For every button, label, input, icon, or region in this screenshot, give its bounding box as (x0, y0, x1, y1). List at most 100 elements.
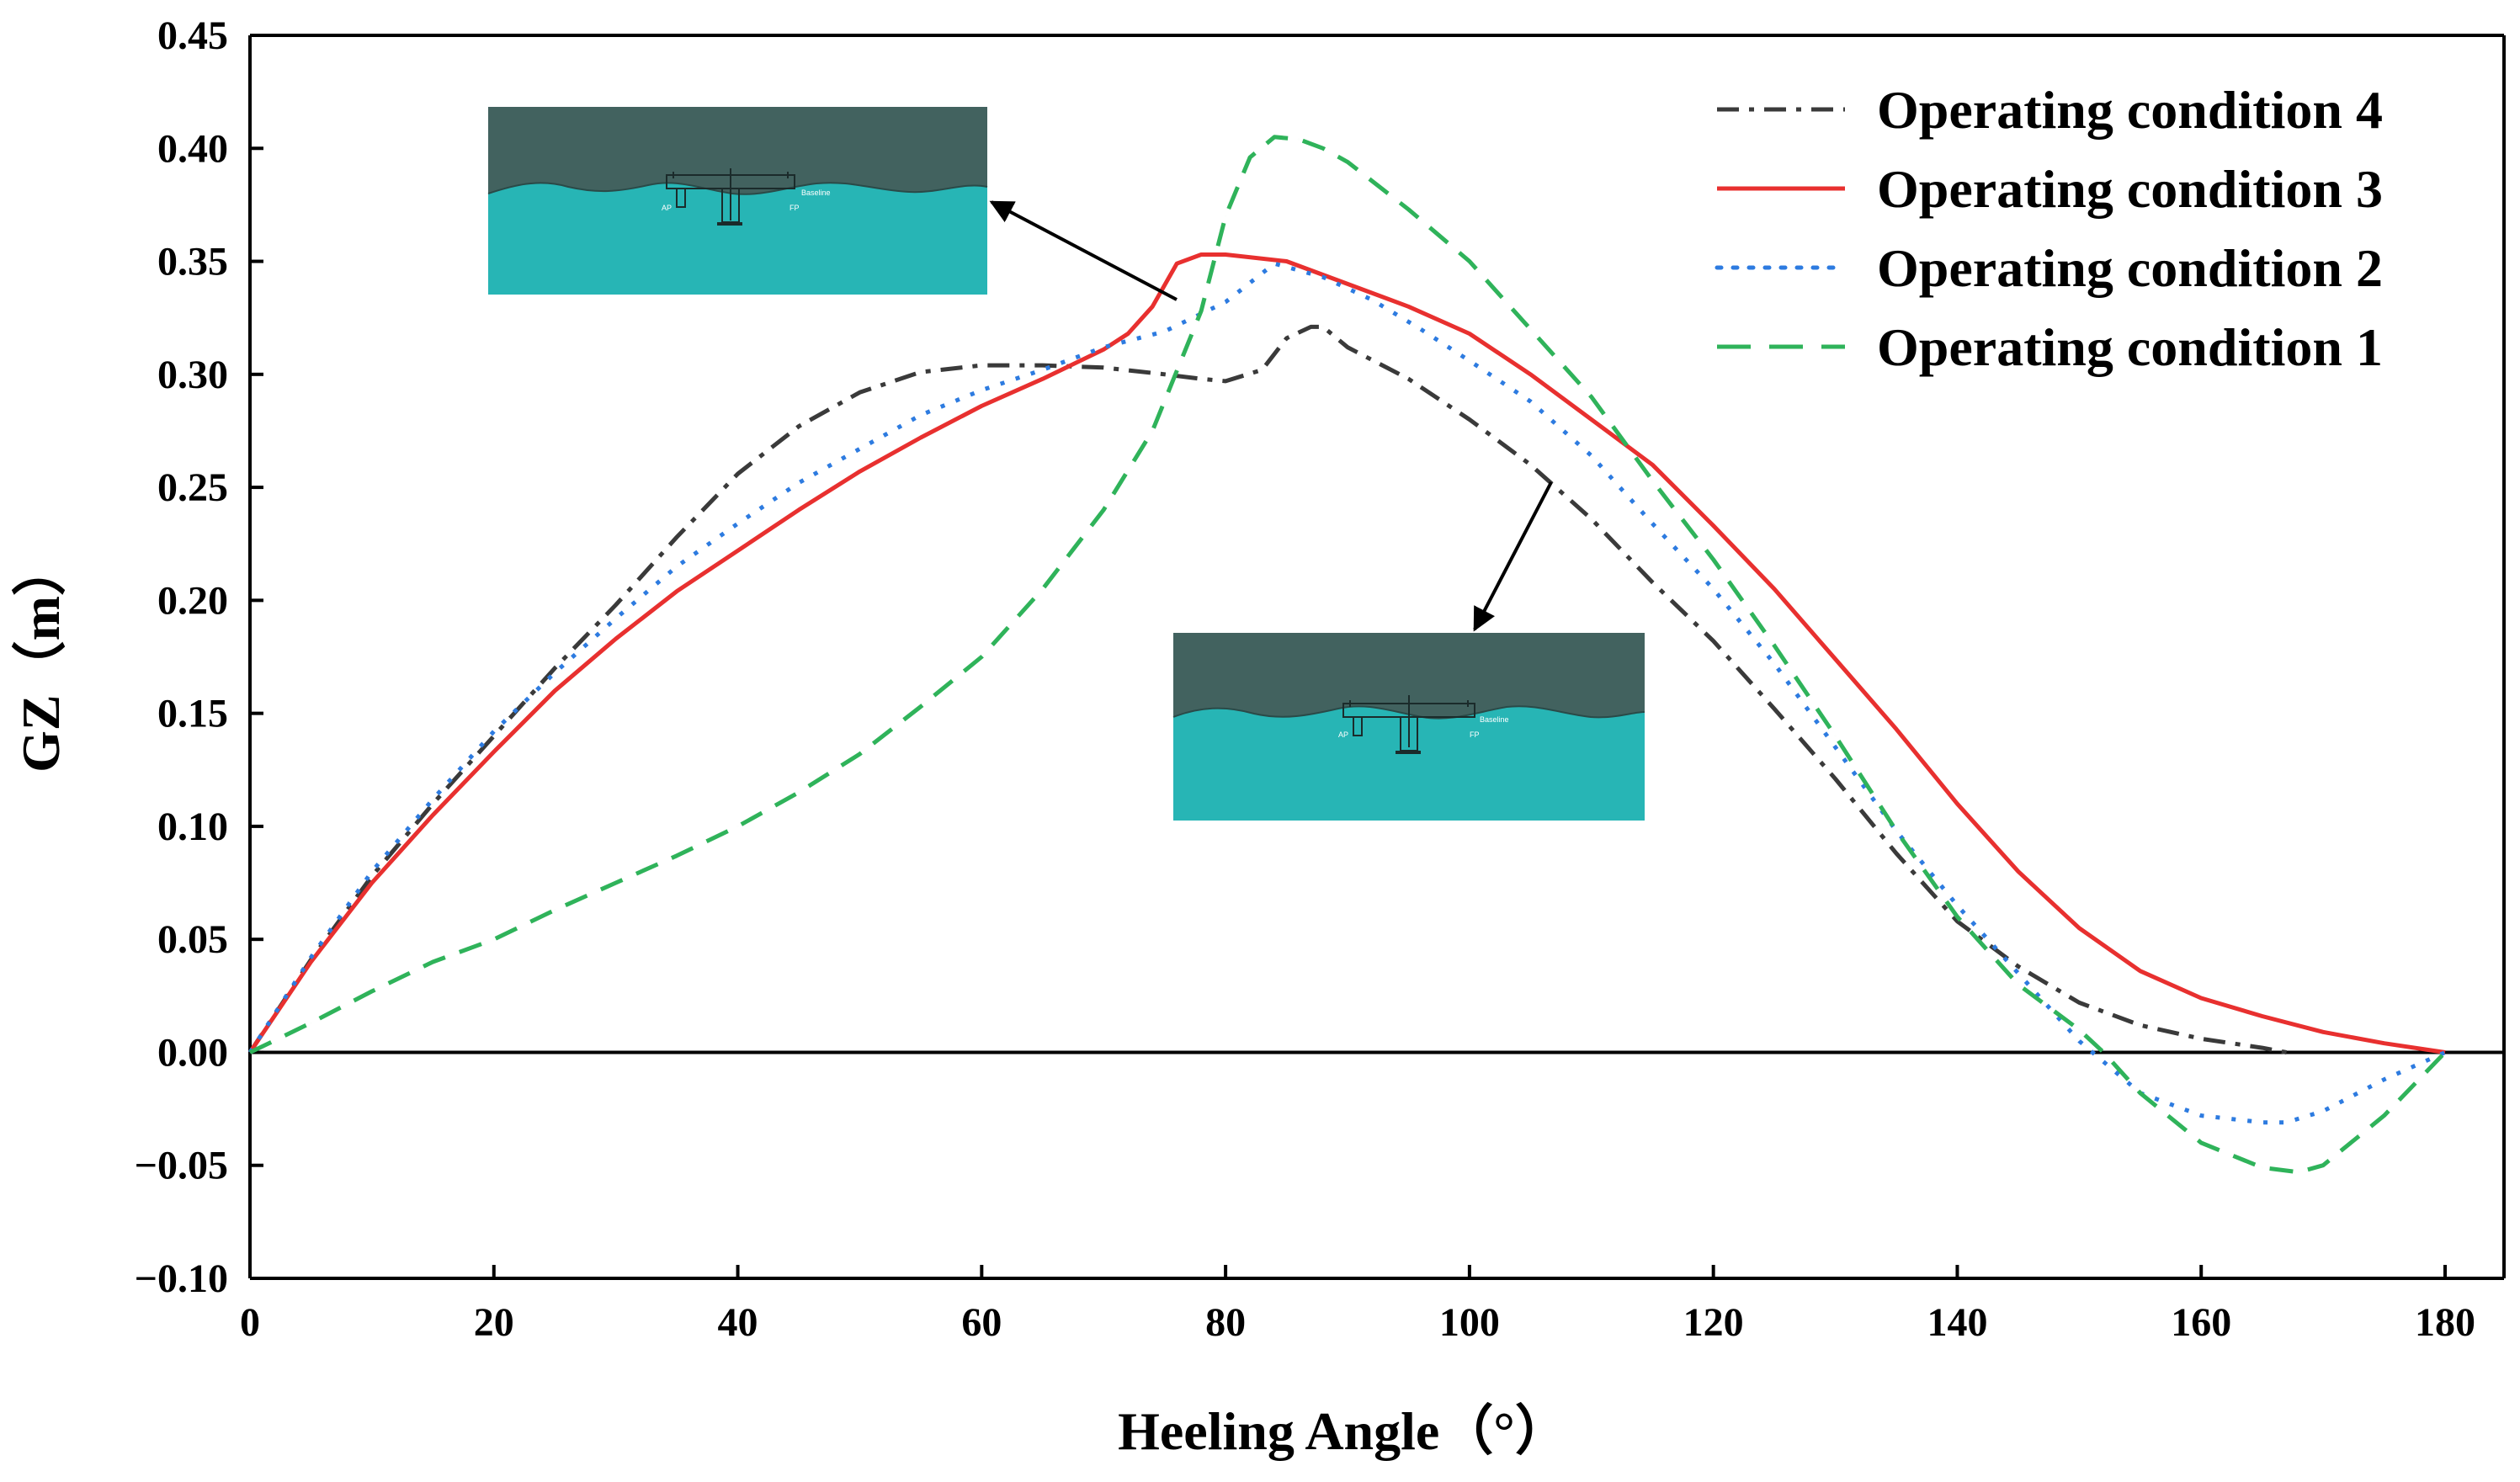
legend-label-3: Operating condition 2 (1877, 238, 2383, 298)
data-point-operating-condition-2 (2200, 1114, 2203, 1117)
data-point-operating-condition-3 (1127, 332, 1130, 335)
data-point-operating-condition-4 (1468, 418, 1470, 421)
data-point-operating-condition-2 (1529, 401, 1532, 403)
data-point-operating-condition-1 (614, 882, 617, 884)
data-point-operating-condition-1 (2103, 1051, 2105, 1054)
data-point-operating-condition-2 (736, 523, 739, 525)
data-point-operating-condition-3 (2322, 1031, 2325, 1033)
x-tick-label: 0 (240, 1300, 260, 1345)
data-point-operating-condition-1 (249, 1051, 252, 1054)
annotation-arrow-upper (989, 200, 1178, 301)
y-tick-label: 0.35 (157, 240, 228, 284)
data-point-operating-condition-4 (1225, 380, 1227, 382)
data-point-operating-condition-3 (981, 405, 983, 407)
data-point-operating-condition-4 (1651, 581, 1654, 583)
data-point-operating-condition-4 (554, 667, 556, 669)
data-point-operating-condition-3 (2078, 927, 2081, 929)
data-point-operating-condition-4 (676, 536, 678, 539)
data-point-operating-condition-3 (1956, 803, 1959, 805)
inset-upper-label-baseline: Baseline (801, 189, 831, 197)
data-point-operating-condition-3 (1225, 253, 1227, 256)
data-point-operating-condition-3 (1407, 305, 1410, 308)
y-tick-label: 0.15 (157, 692, 228, 736)
data-point-operating-condition-1 (370, 990, 373, 992)
series-line-operating-condition-4 (247, 324, 2288, 1054)
x-tick-label: 80 (1205, 1300, 1246, 1345)
data-point-operating-condition-4 (1310, 326, 1312, 328)
series-layer (247, 135, 2447, 1175)
data-point-operating-condition-3 (1285, 260, 1288, 263)
data-point-operating-condition-3 (1895, 728, 1898, 730)
y-tick-label: 0.30 (157, 353, 228, 397)
inset-upper-label-ap: AP (662, 204, 672, 212)
legend-label-1: Operating condition 4 (1877, 80, 2383, 140)
x-tick-label: 40 (718, 1300, 758, 1345)
data-point-operating-condition-1 (1322, 147, 1325, 150)
data-point-operating-condition-4 (2139, 1024, 2141, 1027)
inset-lower: AP FP Baseline (1172, 633, 1645, 821)
x-tick-label: 120 (1683, 1300, 1744, 1345)
data-point-operating-condition-2 (2285, 1121, 2288, 1123)
x-tick-label: 140 (1927, 1300, 1987, 1345)
data-point-operating-condition-3 (554, 689, 556, 692)
series-line-operating-condition-3 (247, 252, 2446, 1054)
data-point-operating-condition-1 (1151, 430, 1154, 433)
vessel-upper-icon (666, 168, 795, 226)
inset-upper-label-fp: FP (789, 204, 800, 212)
data-point-operating-condition-1 (1041, 587, 1044, 590)
data-point-operating-condition-3 (1651, 464, 1654, 466)
data-point-operating-condition-4 (2200, 1038, 2203, 1040)
data-point-operating-condition-3 (2017, 870, 2019, 873)
data-point-operating-condition-1 (1200, 310, 1203, 312)
data-point-operating-condition-4 (1261, 369, 1263, 371)
data-point-operating-condition-2 (1163, 330, 1166, 332)
data-point-operating-condition-3 (1347, 283, 1349, 285)
data-point-operating-condition-1 (1273, 135, 1276, 138)
data-point-operating-condition-4 (370, 875, 373, 878)
data-point-operating-condition-3 (1834, 658, 1837, 661)
data-point-operating-condition-1 (2200, 1141, 2203, 1144)
inset-upper: AP FP Baseline (487, 107, 988, 295)
data-point-operating-condition-1 (1956, 916, 1959, 918)
data-point-operating-condition-4 (1407, 378, 1410, 380)
data-point-operating-condition-4 (2078, 1001, 2081, 1004)
data-point-operating-condition-4 (1200, 378, 1203, 380)
data-point-operating-condition-2 (1419, 328, 1422, 331)
data-point-operating-condition-3 (492, 751, 495, 753)
data-point-operating-condition-2 (1712, 587, 1715, 590)
data-point-operating-condition-1 (736, 825, 739, 827)
data-point-operating-condition-1 (1347, 161, 1349, 163)
data-point-operating-condition-4 (1529, 464, 1532, 466)
data-point-operating-condition-1 (2383, 1114, 2385, 1117)
y-tick-label: 0.20 (157, 578, 228, 623)
data-point-operating-condition-1 (859, 753, 861, 756)
data-point-operating-condition-3 (919, 437, 922, 439)
data-point-operating-condition-2 (1103, 346, 1105, 348)
data-point-operating-condition-1 (492, 938, 495, 941)
data-point-operating-condition-3 (2139, 969, 2141, 972)
data-point-operating-condition-1 (2078, 1028, 2081, 1031)
x-tick-label: 160 (2171, 1300, 2231, 1345)
data-point-operating-condition-4 (859, 391, 861, 394)
data-point-operating-condition-2 (1956, 904, 1959, 906)
data-point-operating-condition-1 (310, 1022, 312, 1024)
data-point-operating-condition-3 (676, 590, 678, 592)
inset-lower-label-baseline: Baseline (1480, 715, 1509, 724)
data-point-operating-condition-2 (2078, 1040, 2081, 1043)
y-tick-label: 0.25 (157, 465, 228, 510)
data-point-operating-condition-1 (1529, 328, 1532, 331)
data-point-operating-condition-3 (1151, 305, 1154, 308)
data-point-operating-condition-2 (919, 414, 922, 417)
data-point-operating-condition-2 (492, 730, 495, 733)
data-point-operating-condition-2 (676, 566, 678, 568)
data-point-operating-condition-1 (1225, 215, 1227, 217)
data-point-operating-condition-4 (1041, 364, 1044, 367)
data-point-operating-condition-2 (798, 481, 800, 484)
data-point-operating-condition-3 (1176, 263, 1178, 265)
data-point-operating-condition-3 (1200, 253, 1203, 256)
y-tick-label: 0.05 (157, 917, 228, 962)
data-point-operating-condition-4 (1285, 337, 1288, 339)
x-tick-label: 60 (961, 1300, 1002, 1345)
data-point-operating-condition-1 (1895, 830, 1898, 832)
data-point-operating-condition-3 (1773, 587, 1776, 590)
